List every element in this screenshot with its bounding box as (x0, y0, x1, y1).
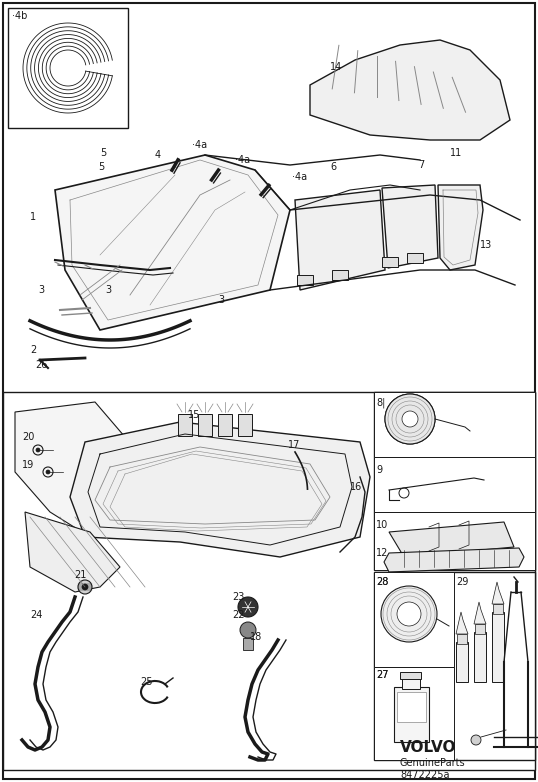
Bar (475, 624, 485, 634)
Circle shape (36, 448, 40, 452)
Bar (332, 270, 348, 280)
Text: 19: 19 (22, 460, 34, 470)
Bar (178, 414, 192, 436)
Polygon shape (70, 422, 370, 557)
Bar (397, 692, 426, 722)
Text: 15: 15 (188, 410, 200, 420)
Text: 29: 29 (456, 577, 469, 587)
Bar (394, 687, 429, 742)
Circle shape (82, 584, 88, 590)
Text: 18: 18 (250, 632, 262, 642)
Circle shape (240, 622, 256, 638)
Text: ·4a: ·4a (292, 172, 307, 182)
Bar (297, 275, 313, 285)
Circle shape (78, 580, 92, 594)
Polygon shape (382, 185, 438, 268)
Text: 3: 3 (218, 295, 224, 305)
Bar (457, 634, 467, 644)
Text: 7: 7 (418, 160, 424, 170)
Text: 27: 27 (376, 670, 388, 680)
Text: ·4b: ·4b (12, 11, 27, 21)
Polygon shape (438, 185, 483, 270)
Text: 14: 14 (330, 62, 342, 72)
Polygon shape (55, 155, 290, 330)
Polygon shape (310, 40, 510, 140)
Circle shape (397, 602, 421, 626)
Bar (243, 638, 253, 650)
Text: 26: 26 (35, 360, 47, 370)
Bar (400, 672, 421, 679)
Bar (374, 392, 535, 570)
Circle shape (46, 470, 50, 474)
Bar (474, 632, 486, 682)
Polygon shape (456, 612, 468, 634)
Text: 27: 27 (376, 670, 388, 680)
Bar (374, 667, 454, 760)
Polygon shape (295, 190, 385, 290)
Polygon shape (492, 582, 504, 604)
Text: ·4a: ·4a (235, 155, 250, 165)
Text: 10: 10 (376, 520, 388, 530)
Polygon shape (384, 548, 524, 572)
Bar (374, 457, 535, 512)
Bar (374, 572, 535, 760)
Polygon shape (474, 602, 486, 624)
Text: GenuineParts: GenuineParts (400, 758, 465, 768)
Bar (402, 677, 420, 689)
Bar (3, 392, 535, 770)
Text: 11: 11 (450, 148, 462, 158)
Bar (8, 8, 128, 128)
Text: ·4a: ·4a (192, 140, 207, 150)
Circle shape (381, 586, 437, 642)
Polygon shape (15, 402, 155, 537)
Text: 24: 24 (30, 610, 43, 620)
Bar (374, 572, 454, 667)
Bar (374, 512, 535, 570)
Circle shape (238, 597, 258, 617)
Text: 8|: 8| (376, 397, 385, 407)
Text: 22: 22 (232, 610, 244, 620)
Text: 13: 13 (480, 240, 492, 250)
Text: 23: 23 (232, 592, 244, 602)
Text: 1: 1 (30, 212, 36, 222)
Text: 4: 4 (155, 150, 161, 160)
Polygon shape (25, 512, 120, 592)
Bar (493, 604, 503, 614)
Text: 28: 28 (376, 577, 388, 587)
Bar (492, 612, 504, 682)
Text: 8472225a: 8472225a (400, 770, 450, 780)
Text: 5: 5 (100, 148, 106, 158)
Text: 16: 16 (350, 482, 362, 492)
Bar (374, 392, 535, 457)
Circle shape (471, 735, 481, 745)
Circle shape (402, 411, 418, 427)
Text: 3: 3 (38, 285, 44, 295)
Bar (456, 642, 468, 682)
Bar (198, 414, 212, 436)
Text: 17: 17 (288, 440, 300, 450)
Text: 21: 21 (74, 570, 87, 580)
Bar (382, 257, 398, 267)
Circle shape (385, 394, 435, 444)
Text: 9: 9 (376, 465, 382, 475)
Text: 3: 3 (105, 285, 111, 295)
Text: 2: 2 (30, 345, 36, 355)
Bar (407, 253, 423, 263)
Text: 5: 5 (98, 162, 104, 172)
Text: 20: 20 (22, 432, 34, 442)
Polygon shape (389, 522, 514, 557)
Bar (218, 414, 232, 436)
Text: 28: 28 (376, 577, 388, 587)
Text: 25: 25 (140, 677, 152, 687)
Bar (238, 414, 252, 436)
Text: VOLVO: VOLVO (400, 740, 457, 755)
Text: 12: 12 (376, 548, 388, 558)
Text: 6: 6 (330, 162, 336, 172)
